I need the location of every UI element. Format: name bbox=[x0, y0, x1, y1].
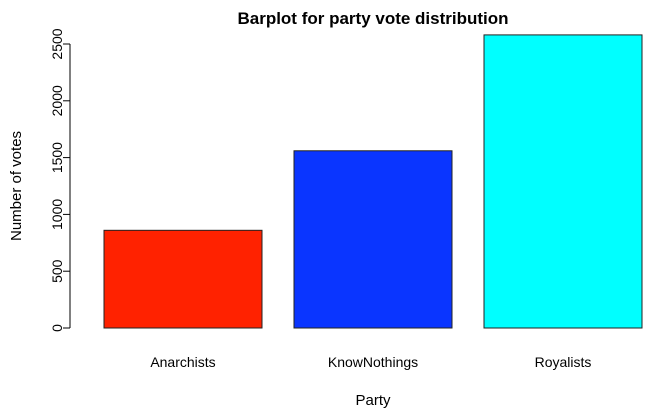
y-tick-label: 500 bbox=[49, 259, 65, 283]
y-tick-label: 2500 bbox=[49, 28, 65, 59]
y-tick-label: 1000 bbox=[49, 199, 65, 230]
chart-title: Barplot for party vote distribution bbox=[237, 9, 508, 28]
y-tick-label: 1500 bbox=[49, 142, 65, 173]
bar-royalists bbox=[483, 34, 643, 329]
bars bbox=[103, 34, 643, 329]
x-tick-label-anarchists: Anarchists bbox=[150, 354, 215, 370]
x-tick-label-knownothings: KnowNothings bbox=[328, 354, 418, 370]
x-tick-label-royalists: Royalists bbox=[535, 354, 592, 370]
y-axis-label: Number of votes bbox=[8, 131, 25, 241]
y-axis: 0 500 1000 1500 2000 2500 bbox=[49, 28, 71, 332]
bar-anarchists bbox=[103, 229, 263, 329]
y-tick-label: 0 bbox=[49, 324, 65, 332]
bar-knownothings bbox=[293, 150, 453, 329]
x-axis-label: Party bbox=[355, 392, 391, 409]
y-tick-label: 2000 bbox=[49, 85, 65, 116]
x-tick-labels: Anarchists KnowNothings Royalists bbox=[150, 354, 591, 370]
